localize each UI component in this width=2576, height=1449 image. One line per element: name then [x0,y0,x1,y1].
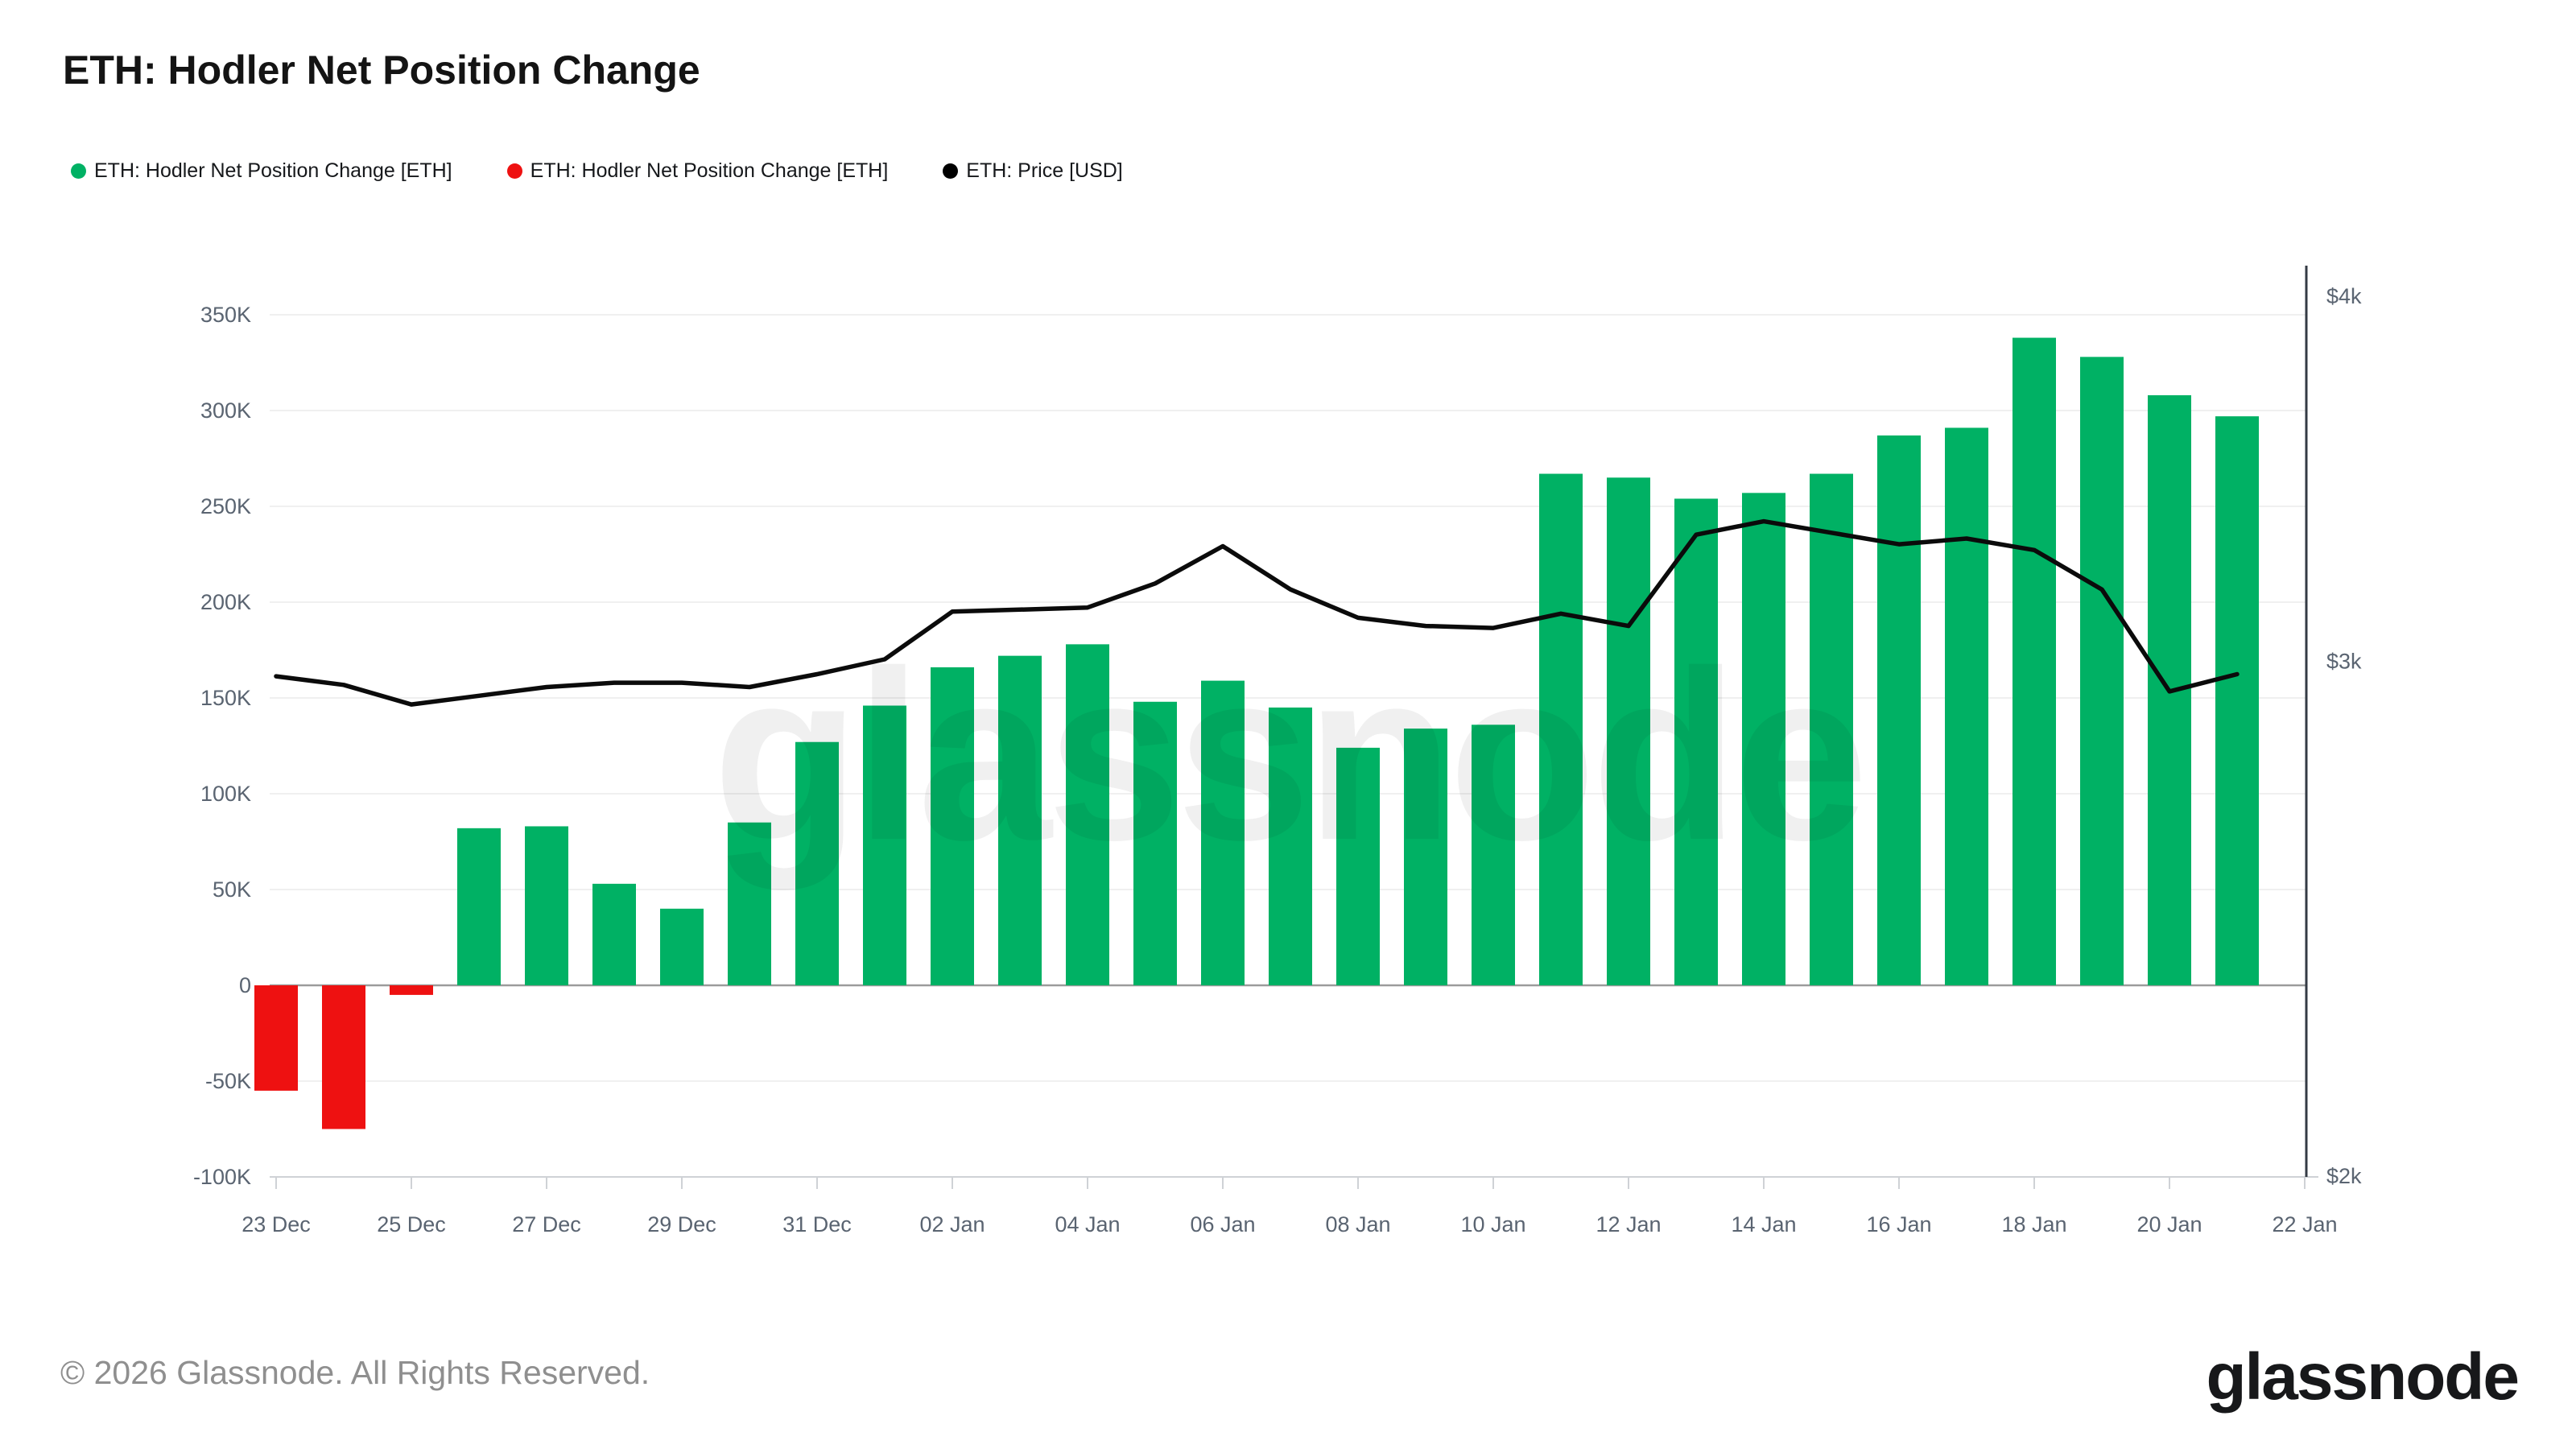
bar-29-Dec[interactable] [660,908,704,985]
bar-03-Jan[interactable] [998,655,1042,985]
watermark: glassnode [712,620,1864,892]
bar-14-Jan[interactable] [1742,493,1785,985]
left-axis-tick-label: 350K [200,303,251,327]
left-axis-tick-label: 50K [213,877,251,902]
x-axis-tick-label: 16 Jan [1866,1212,1931,1236]
legend-dot-icon [943,163,959,179]
x-axis-tick-label: 08 Jan [1325,1212,1390,1236]
left-axis-tick-label: 300K [200,398,251,423]
x-axis-tick-label: 27 Dec [512,1212,581,1236]
footer-copyright: © 2026 Glassnode. All Rights Reserved. [60,1354,650,1391]
x-axis-tick-label: 25 Dec [377,1212,446,1236]
bar-21-Jan[interactable] [2215,416,2259,985]
glassnode-logo: glassnode [2206,1340,2520,1414]
left-axis-tick-label: 200K [200,590,251,614]
x-axis-tick-label: 04 Jan [1055,1212,1120,1236]
bar-18-Jan[interactable] [2013,337,2056,985]
bar-01-Jan[interactable] [863,705,906,985]
x-axis-tick-label: 14 Jan [1731,1212,1796,1236]
left-axis-tick-label: 250K [200,494,251,518]
bar-12-Jan[interactable] [1607,477,1650,985]
bar-24-Dec[interactable] [322,985,365,1129]
left-axis-tick-label: -50K [205,1069,251,1093]
bar-16-Jan[interactable] [1877,435,1921,985]
bar-30-Dec[interactable] [728,822,771,985]
legend-item-label: ETH: Hodler Net Position Change [ETH] [94,159,452,182]
bar-27-Dec[interactable] [525,826,568,985]
x-axis-tick-label: 20 Jan [2136,1212,2202,1236]
bar-11-Jan[interactable] [1539,473,1583,985]
left-axis-tick-label: 150K [200,686,251,710]
left-axis-tick-label: -100K [193,1165,251,1189]
bar-07-Jan[interactable] [1269,707,1312,985]
x-axis-tick-label: 02 Jan [919,1212,985,1236]
x-axis-tick-label: 31 Dec [782,1212,852,1236]
legend-dot-icon [506,163,522,179]
x-axis-tick-label: 06 Jan [1190,1212,1255,1236]
bar-31-Dec[interactable] [795,741,839,985]
bar-17-Jan[interactable] [1945,427,1988,985]
bar-02-Jan[interactable] [931,667,974,985]
bar-06-Jan[interactable] [1201,680,1245,985]
bar-10-Jan[interactable] [1472,724,1515,985]
bar-09-Jan[interactable] [1404,729,1447,985]
legend-item-1[interactable]: ETH: Hodler Net Position Change [ETH] [506,159,889,183]
right-axis-tick-label: $3k [2326,650,2362,674]
legend-dot-icon [71,163,86,179]
bar-23-Dec[interactable] [254,985,298,1091]
page-title: ETH: Hodler Net Position Change [63,47,700,93]
left-axis-tick-label: 0 [239,973,251,997]
x-axis-tick-label: 29 Dec [647,1212,716,1236]
bar-19-Jan[interactable] [2080,357,2124,985]
bar-28-Dec[interactable] [592,883,636,985]
legend-item-2[interactable]: ETH: Price [USD] [943,159,1123,183]
legend-item-0[interactable]: ETH: Hodler Net Position Change [ETH] [71,159,452,183]
bar-25-Dec[interactable] [390,985,433,995]
x-axis-tick-label: 10 Jan [1460,1212,1525,1236]
bar-13-Jan[interactable] [1674,498,1718,985]
x-axis-tick-label: 18 Jan [2001,1212,2066,1236]
legend-item-label: ETH: Hodler Net Position Change [ETH] [530,159,889,182]
price-line[interactable] [274,518,2240,707]
bar-05-Jan[interactable] [1133,701,1177,985]
left-axis-tick-label: 100K [200,782,251,806]
bar-26-Dec[interactable] [457,828,501,985]
bar-15-Jan[interactable] [1810,473,1853,985]
x-axis-tick-label: 12 Jan [1596,1212,1661,1236]
right-axis-tick-label: $2k [2326,1164,2362,1188]
bar-04-Jan[interactable] [1066,644,1109,985]
legend-item-label: ETH: Price [USD] [966,159,1123,182]
legend: ETH: Hodler Net Position Change [ETH] ETH… [71,159,1178,183]
right-axis-tick-label: $4k [2326,284,2362,308]
bar-08-Jan[interactable] [1336,747,1380,985]
x-axis-tick-label: 22 Jan [2272,1212,2337,1236]
x-axis-tick-label: 23 Dec [242,1212,311,1236]
